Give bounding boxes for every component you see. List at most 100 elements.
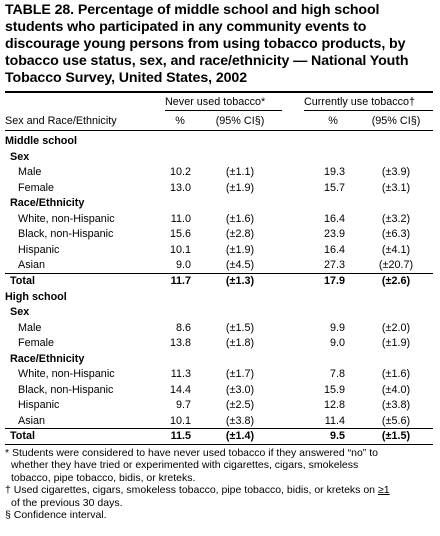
current-use-percent: 11.4	[324, 415, 345, 427]
current-use-ci: (±3.2)	[381, 213, 411, 225]
current-use-ci: (±3.8)	[381, 399, 411, 411]
never-used-ci: (±2.5)	[225, 399, 255, 411]
never-used-percent: 15.6	[169, 228, 191, 240]
row-label: Male	[18, 322, 42, 334]
row-label: Race/Ethnicity	[10, 197, 85, 209]
row-label: Sex	[10, 306, 30, 318]
current-use-percent: 12.8	[323, 399, 345, 411]
row-label: Middle school	[5, 135, 77, 147]
never-used-percent: 13.8	[169, 337, 191, 349]
current-use-ci: (±1.5)	[381, 430, 411, 442]
current-use-ci: (±1.6)	[381, 368, 411, 380]
current-use-ci: (±3.9)	[381, 166, 411, 178]
row-label: Female	[18, 182, 55, 194]
current-use-ci: (±2.6)	[381, 275, 411, 287]
current-use-percent: 19.3	[323, 166, 345, 178]
never-used-ci: (±1.6)	[225, 213, 255, 225]
current-use-percent: 9.5	[329, 430, 345, 442]
footnote-star-line: tobacco, pipe tobacco, bidis, or kreteks…	[11, 471, 196, 484]
never-pct-header: %	[175, 115, 185, 127]
current-group-rule	[304, 110, 433, 111]
current-use-percent: 9.9	[329, 322, 345, 334]
footnotes: * Students were considered to have never…	[5, 447, 435, 521]
bottom-rule	[5, 444, 433, 445]
never-used-ci: (±2.8)	[225, 228, 255, 240]
footnote-section: § Confidence interval.	[5, 509, 107, 522]
never-ci-header: (95% CI§)	[215, 115, 265, 127]
never-used-ci: (±1.8)	[225, 337, 255, 349]
never-used-percent: 13.0	[169, 182, 191, 194]
current-use-percent: 23.9	[323, 228, 345, 240]
current-use-ci: (±2.0)	[381, 322, 411, 334]
current-use-ci: (±20.7)	[378, 259, 414, 271]
current-use-percent: 17.9	[323, 275, 345, 287]
current-use-ci: (±3.1)	[381, 182, 411, 194]
title-line: tobacco use status, sex, and race/ethnic…	[5, 53, 409, 69]
never-used-percent: 10.1	[169, 415, 191, 427]
footnote-dagger-ge: ≥1	[377, 484, 390, 497]
table-title: TABLE 28. Percentage of middle school an…	[5, 2, 437, 87]
row-label: Race/Ethnicity	[10, 353, 85, 365]
header-never-used: Never used tobacco*	[165, 96, 266, 108]
title-line: discourage young persons from using toba…	[5, 36, 406, 52]
never-used-percent: 11.5	[170, 430, 191, 442]
row-label: Black, non-Hispanic	[18, 384, 114, 396]
row-label: Female	[18, 337, 55, 349]
row-label: Sex	[10, 151, 30, 163]
top-rule	[5, 91, 433, 93]
row-label: Male	[18, 166, 42, 178]
current-use-ci: (±4.1)	[381, 244, 411, 256]
never-used-percent: 9.0	[175, 259, 191, 271]
never-used-ci: (±1.5)	[225, 322, 255, 334]
never-group-rule	[165, 110, 282, 111]
never-used-ci: (±3.0)	[225, 384, 255, 396]
current-use-ci: (±6.3)	[381, 228, 411, 240]
current-use-percent: 27.3	[323, 259, 345, 271]
never-used-percent: 11.3	[170, 368, 191, 380]
current-use-percent: 9.0	[329, 337, 345, 349]
footnote-dagger-text: † Used cigarettes, cigars, smokeless tob…	[5, 484, 378, 497]
current-use-percent: 15.9	[323, 384, 345, 396]
row-label: Total	[10, 430, 35, 442]
row-label: Black, non-Hispanic	[18, 228, 114, 240]
never-used-ci: (±3.8)	[225, 415, 255, 427]
never-used-ci: (±1.7)	[225, 368, 255, 380]
row-label: Total	[10, 275, 35, 287]
row-label: High school	[5, 291, 67, 303]
never-used-ci: (±1.3)	[225, 275, 255, 287]
header-rule	[5, 130, 433, 131]
current-use-ci: (±1.9)	[381, 337, 411, 349]
row-label: Hispanic	[18, 399, 60, 411]
never-used-ci: (±1.9)	[225, 244, 255, 256]
row-label: Hispanic	[18, 244, 60, 256]
footnote-star-line: * Students were considered to have never…	[5, 447, 378, 459]
current-use-percent: 15.7	[323, 182, 345, 194]
total-rule	[5, 273, 433, 274]
never-used-ci: (±4.5)	[225, 259, 255, 271]
current-use-ci: (±4.0)	[381, 384, 411, 396]
current-use-percent: 16.4	[323, 244, 345, 256]
never-used-percent: 11.0	[170, 213, 191, 225]
row-label: Asian	[18, 259, 46, 271]
row-label: White, non-Hispanic	[18, 368, 115, 380]
never-used-percent: 10.2	[169, 166, 191, 178]
never-used-percent: 8.6	[175, 322, 191, 334]
row-label: Asian	[18, 415, 46, 427]
never-used-percent: 9.7	[175, 399, 191, 411]
title-line: TABLE 28. Percentage of middle school an…	[5, 2, 380, 18]
never-used-percent: 10.1	[169, 244, 191, 256]
never-used-ci: (±1.9)	[225, 182, 255, 194]
footnote-dagger: † Used cigarettes, cigars, smokeless tob…	[5, 484, 435, 496]
never-used-percent: 11.7	[170, 275, 191, 287]
current-use-percent: 16.4	[323, 213, 345, 225]
footnote-dagger-line: of the previous 30 days.	[11, 496, 123, 509]
total-rule	[5, 428, 433, 429]
title-line: Tobacco Survey, United States, 2002	[5, 70, 247, 86]
header-currently-use: Currently use tobacco†	[304, 96, 416, 108]
row-label: White, non-Hispanic	[18, 213, 115, 225]
current-use-percent: 7.8	[329, 368, 345, 380]
never-used-ci: (±1.1)	[225, 166, 255, 178]
footnote-star-line: whether they have tried or experimented …	[11, 459, 359, 472]
current-use-ci: (±5.6)	[381, 415, 411, 427]
